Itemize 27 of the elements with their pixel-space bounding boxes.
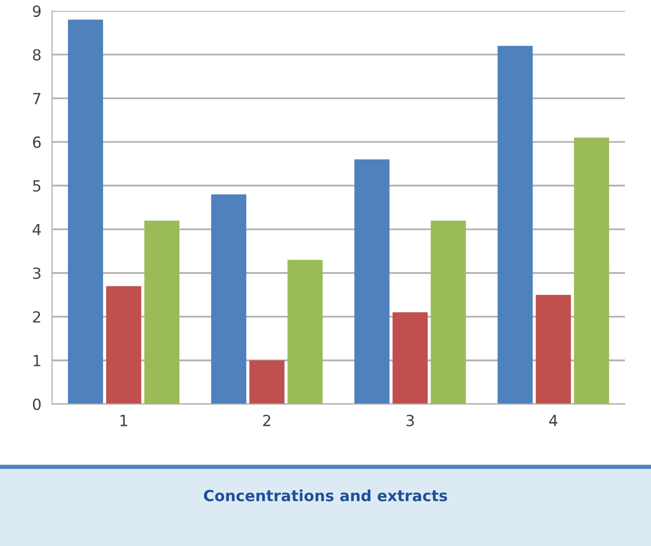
x-axis-title: Concentrations and extracts	[204, 490, 448, 502]
bar	[498, 46, 533, 404]
bar	[392, 312, 428, 404]
bar	[144, 220, 180, 404]
y-tick-label: 7	[33, 92, 40, 104]
y-tick-label: 3	[33, 267, 40, 280]
bar	[249, 360, 284, 404]
y-tick-label: 9	[32, 5, 41, 17]
y-tick-label: 5	[33, 180, 40, 192]
bar	[430, 220, 466, 404]
x-tick-label: 2	[263, 414, 270, 426]
y-tick-label: 4	[32, 224, 41, 236]
bar	[536, 294, 571, 404]
y-tick-label: 6	[33, 136, 41, 148]
x-tick-label: 3	[406, 414, 414, 426]
x-tick-label: 4	[549, 414, 558, 426]
bar	[68, 20, 104, 404]
bar	[574, 138, 610, 404]
bar	[211, 194, 246, 404]
y-tick-label: 2	[33, 311, 40, 322]
y-tick-label: 0	[32, 398, 41, 410]
bar	[106, 286, 142, 404]
x-tick-label: 1	[120, 414, 128, 426]
y-tick-label: 1	[34, 355, 40, 366]
bar	[354, 159, 390, 404]
y-tick-label: 8	[32, 49, 41, 61]
bar	[288, 260, 323, 404]
